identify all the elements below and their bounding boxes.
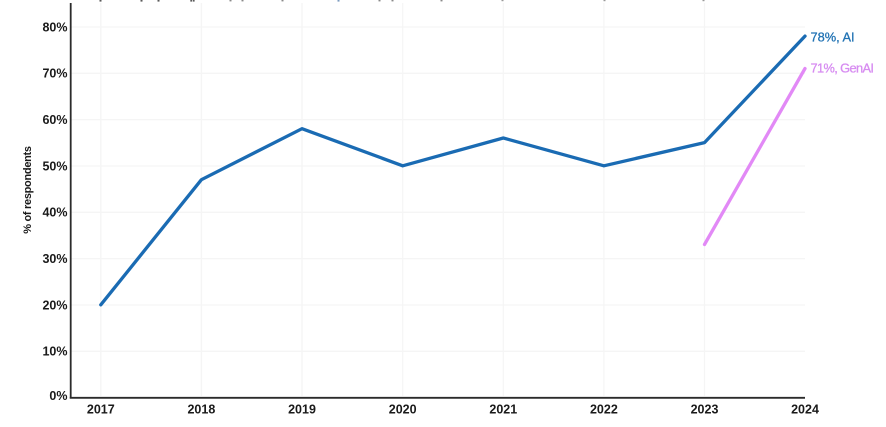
svg-text:2017: 2017 [87, 403, 115, 417]
svg-text:% of respondents: % of respondents [22, 146, 34, 234]
svg-text:20%: 20% [42, 298, 67, 312]
svg-text:2020: 2020 [389, 403, 417, 417]
svg-text:71%, GenAI: 71%, GenAI [811, 61, 874, 76]
svg-text:2023: 2023 [691, 403, 719, 417]
svg-text:2024: 2024 [791, 403, 819, 417]
svg-text:40%: 40% [42, 206, 67, 220]
svg-text:78%, AI: 78%, AI [811, 29, 855, 44]
svg-text:2022: 2022 [590, 403, 618, 417]
svg-text:70%: 70% [42, 67, 67, 81]
svg-text:0%: 0% [49, 389, 67, 403]
svg-text:80%: 80% [42, 20, 67, 34]
svg-text:30%: 30% [42, 252, 67, 266]
svg-text:10%: 10% [42, 345, 67, 359]
svg-text:2019: 2019 [288, 403, 316, 417]
svg-text:50%: 50% [42, 159, 67, 173]
svg-text:2021: 2021 [489, 403, 517, 417]
svg-text:2018: 2018 [187, 403, 215, 417]
svg-text:60%: 60% [42, 113, 67, 127]
